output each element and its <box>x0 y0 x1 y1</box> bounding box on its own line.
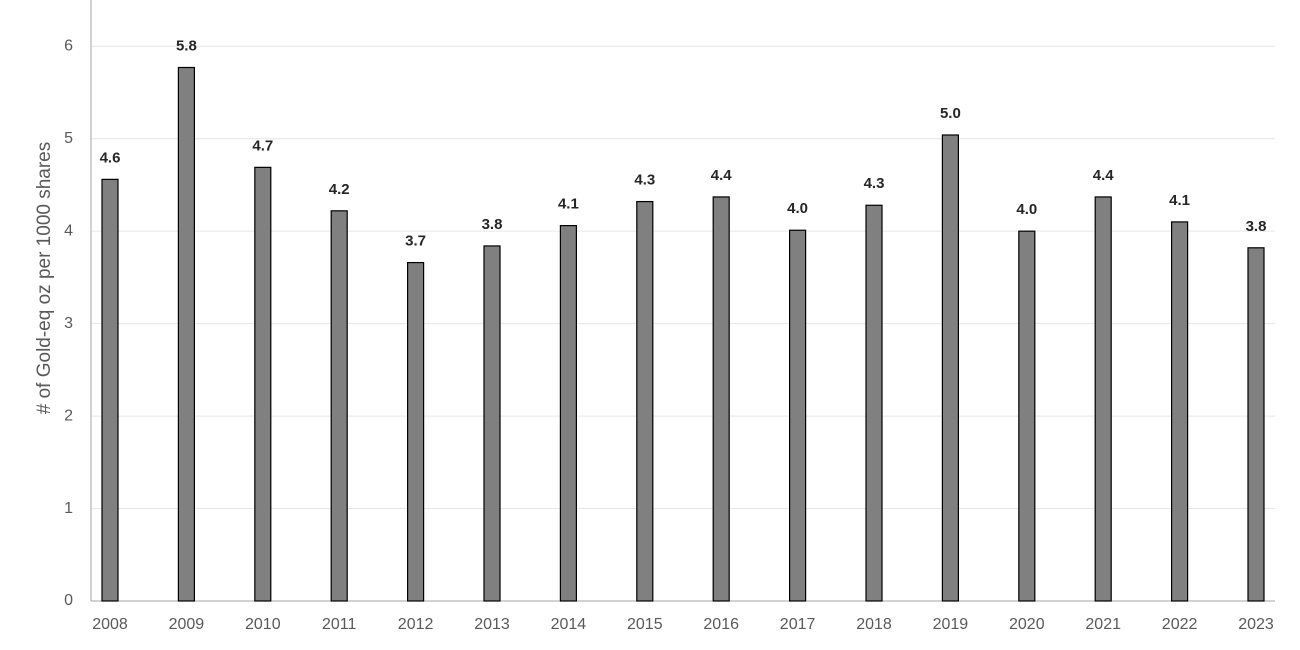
y-tick-label: 6 <box>64 37 73 54</box>
bar <box>483 245 501 602</box>
x-tick-label: 2008 <box>92 616 128 633</box>
x-tick-label: 2018 <box>856 616 892 633</box>
bar <box>559 225 578 602</box>
data-label: 4.1 <box>558 196 579 213</box>
data-label: 4.1 <box>1169 192 1190 209</box>
data-label: 4.4 <box>1093 167 1115 184</box>
bar <box>941 134 960 602</box>
x-tick-label: 2013 <box>474 616 510 633</box>
data-label: 3.8 <box>482 216 503 233</box>
data-label: 4.3 <box>864 175 885 192</box>
y-tick-label: 5 <box>64 130 73 147</box>
y-tick-label: 4 <box>64 222 73 239</box>
bar <box>712 196 730 602</box>
x-tick-label: 2022 <box>1162 616 1198 633</box>
data-label: 4.0 <box>787 200 808 217</box>
data-label: 4.0 <box>1016 201 1037 218</box>
x-tick-label: 2016 <box>703 616 739 633</box>
data-label: 4.7 <box>252 137 273 154</box>
data-label: 5.0 <box>940 105 961 122</box>
bar <box>101 178 119 602</box>
x-tick-label: 2023 <box>1238 616 1274 633</box>
data-label: 3.8 <box>1246 218 1267 235</box>
y-tick-label: 0 <box>64 592 73 609</box>
x-tick-label: 2012 <box>398 616 434 633</box>
y-axis-title: # of Gold-eq oz per 1000 shares <box>34 142 55 415</box>
data-label: 4.3 <box>634 172 655 189</box>
bar <box>407 261 425 602</box>
x-tick-label: 2009 <box>169 616 205 633</box>
x-tick-label: 2011 <box>322 616 357 633</box>
bar <box>788 229 807 602</box>
x-tick-label: 2010 <box>245 616 281 633</box>
data-label: 4.2 <box>329 181 350 198</box>
x-tick-label: 2019 <box>933 616 969 633</box>
bar <box>1094 196 1112 602</box>
bar <box>254 166 272 602</box>
bar <box>865 204 883 602</box>
y-tick-label: 1 <box>64 500 73 517</box>
data-label: 4.6 <box>100 149 121 166</box>
bar <box>330 210 348 602</box>
bar <box>636 200 654 602</box>
data-label: 3.7 <box>405 233 426 250</box>
x-tick-label: 2014 <box>551 616 587 633</box>
data-label: 5.8 <box>176 37 197 54</box>
y-tick-label: 3 <box>64 315 73 332</box>
bar <box>1170 221 1189 602</box>
x-tick-label: 2020 <box>1009 616 1045 633</box>
data-label: 4.4 <box>711 167 733 184</box>
x-tick-label: 2017 <box>780 616 816 633</box>
x-tick-label: 2015 <box>627 616 663 633</box>
bar <box>1247 247 1265 602</box>
bar <box>1018 230 1036 602</box>
x-tick-label: 2021 <box>1085 616 1121 633</box>
y-tick-label: 2 <box>64 407 73 424</box>
bar <box>177 66 195 602</box>
